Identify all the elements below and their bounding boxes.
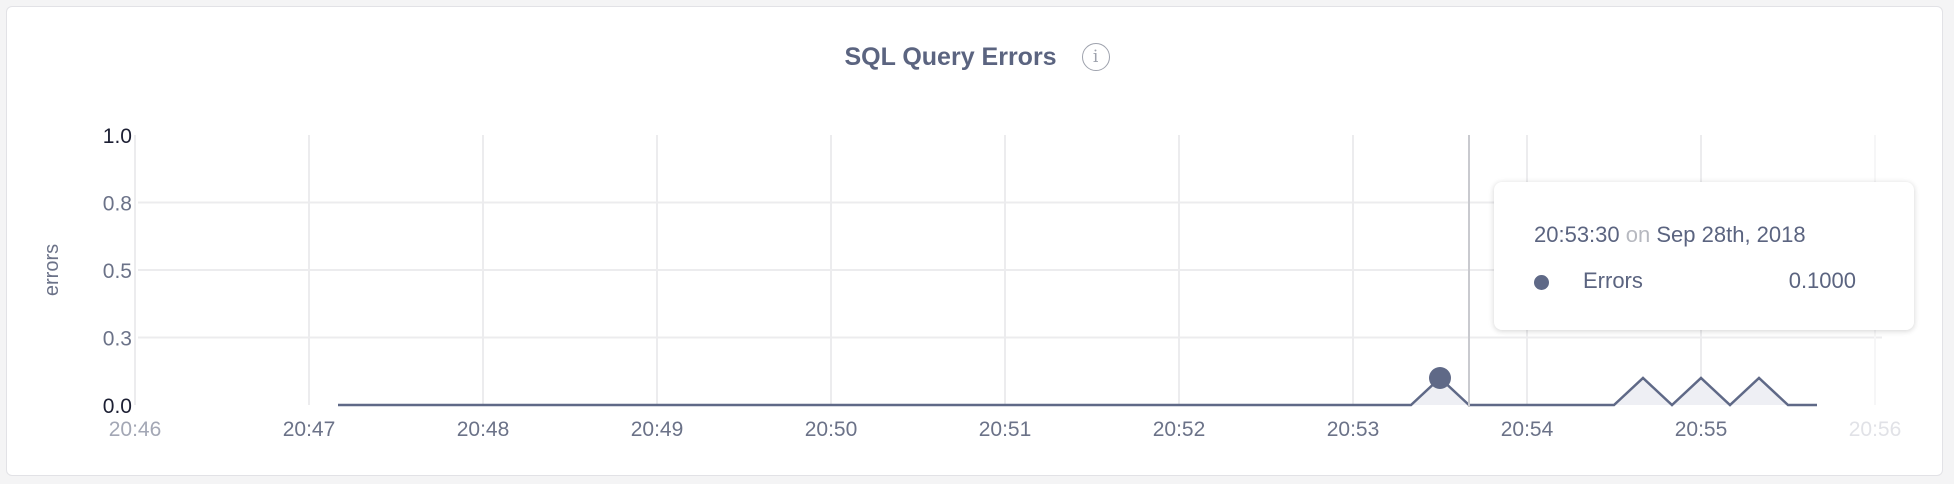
x-tick-label: 20:46 bbox=[109, 418, 162, 441]
tooltip-time: 20:53:30 bbox=[1534, 222, 1620, 247]
tooltip-on: on bbox=[1625, 222, 1651, 247]
tooltip-date: Sep 28th, 2018 bbox=[1656, 222, 1806, 247]
y-axis-label: errors bbox=[41, 244, 63, 296]
x-tick-label: 20:49 bbox=[631, 418, 684, 441]
hover-tooltip: 20:53:30 on Sep 28th, 2018 Errors 0.1000 bbox=[1494, 182, 1914, 330]
series-dot-icon bbox=[1534, 275, 1549, 290]
tooltip-value: 0.1000 bbox=[1788, 268, 1856, 293]
hover-point-marker bbox=[1429, 367, 1451, 389]
x-tick-label: 20:52 bbox=[1153, 418, 1206, 441]
x-tick-label: 20:56 bbox=[1849, 418, 1902, 441]
info-icon[interactable]: i bbox=[1081, 43, 1110, 72]
chart-title: SQL Query Errors bbox=[844, 42, 1057, 71]
y-tick-label: 1.0 bbox=[103, 125, 132, 148]
x-tick-label: 20:51 bbox=[979, 418, 1032, 441]
tooltip-series-name: Errors bbox=[1583, 268, 1643, 293]
tooltip-timestamp: 20:53:30 on Sep 28th, 2018 bbox=[1534, 222, 1806, 248]
x-tick-label: 20:48 bbox=[457, 418, 510, 441]
x-tick-label: 20:47 bbox=[283, 418, 336, 441]
y-tick-label: 0.0 bbox=[103, 395, 132, 418]
x-tick-label: 20:54 bbox=[1501, 418, 1554, 441]
x-tick-label: 20:55 bbox=[1675, 418, 1728, 441]
y-tick-label: 0.3 bbox=[103, 328, 132, 351]
series-area bbox=[338, 378, 1817, 405]
series-line bbox=[338, 376, 1817, 407]
y-tick-label: 0.8 bbox=[103, 193, 132, 216]
y-tick-label: 0.5 bbox=[103, 260, 132, 283]
x-tick-label: 20:50 bbox=[805, 418, 858, 441]
x-tick-label: 20:53 bbox=[1327, 418, 1380, 441]
chart-title-row: SQL Query Errors i bbox=[0, 42, 1954, 72]
